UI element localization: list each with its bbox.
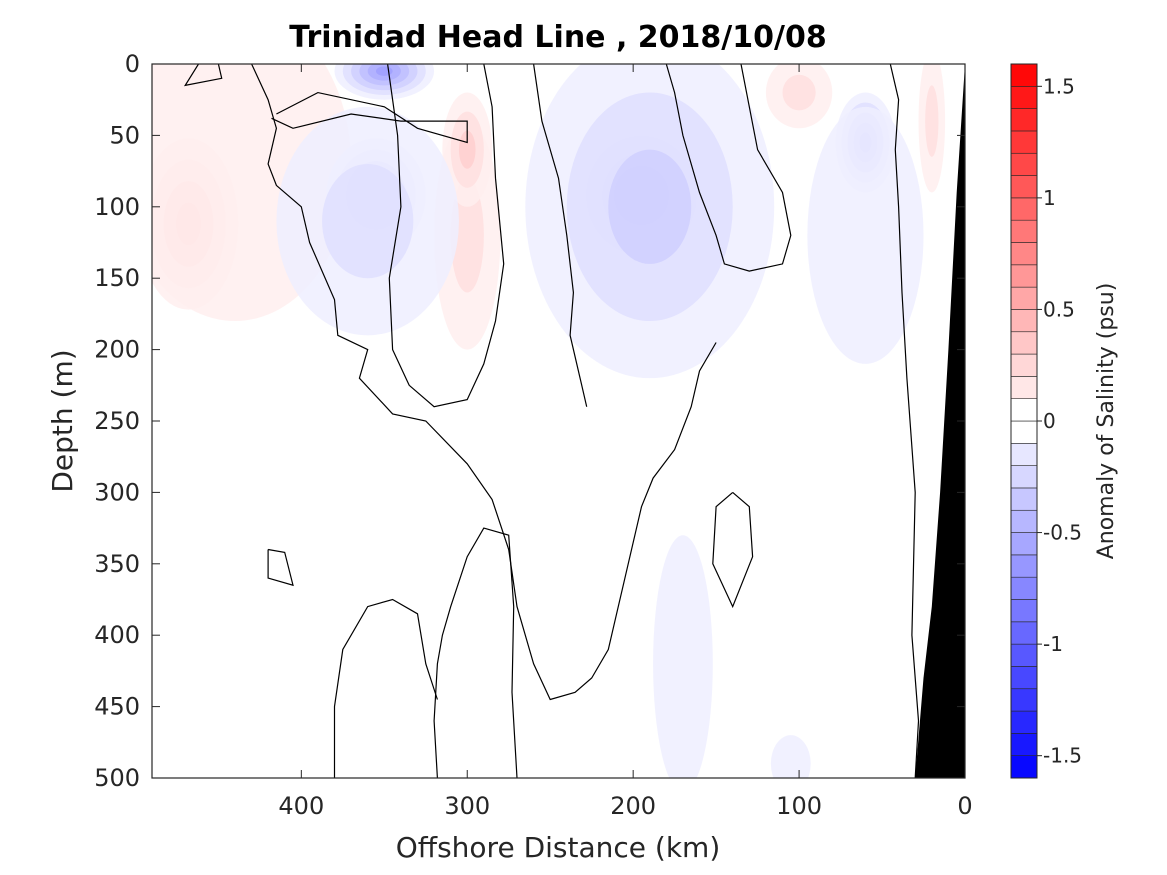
y-tick-label: 100	[94, 193, 140, 221]
colorbar-cell	[1011, 577, 1037, 599]
colorbar-tick-label: 0.5	[1043, 297, 1075, 321]
anomaly-feature-5	[919, 50, 946, 193]
colorbar-title: Anomaly of Salinity (psu)	[1094, 283, 1119, 560]
colorbar-cell	[1011, 689, 1037, 711]
colorbar-cell	[1011, 153, 1037, 175]
y-axis-title: Depth (m)	[46, 349, 79, 492]
anomaly-level	[653, 535, 713, 792]
colorbar-cell	[1011, 86, 1037, 108]
colorbar: 1.5 1 0.5 0 -0.5 -1 -1.5 Anomaly of Salinity (…	[1011, 64, 1119, 778]
anomaly-feature-8	[276, 107, 459, 335]
colorbar-cell	[1011, 555, 1037, 577]
anomaly-level	[376, 66, 393, 76]
colorbar-cell	[1011, 711, 1037, 733]
y-tick-label: 500	[94, 764, 140, 792]
anomaly-level	[925, 85, 938, 156]
x-tick-label: 300	[444, 792, 490, 820]
colorbar-cell	[1011, 176, 1037, 198]
colorbar-tick-label: -0.5	[1043, 521, 1082, 545]
anomaly-level	[807, 107, 923, 364]
colorbar-cell	[1011, 644, 1037, 666]
anomaly-feature-14	[771, 735, 811, 792]
y-tick-label: 400	[94, 621, 140, 649]
colorbar-cell	[1011, 287, 1037, 309]
colorbar-cell	[1011, 265, 1037, 287]
plot-area: 400 300 200 100 0 0 50 100 150 200 250 300 350 400 45…	[94, 7, 972, 820]
colorbar-ticks: 1.5 1 0.5 0 -0.5 -1 -1.5	[1037, 74, 1082, 767]
colorbar-tick-label: 0	[1043, 409, 1056, 433]
colorbar-cell	[1011, 756, 1037, 778]
colorbar-cell	[1011, 243, 1037, 265]
anomaly-level	[608, 150, 691, 264]
colorbar-cell	[1011, 354, 1037, 376]
y-tick-label: 200	[94, 336, 140, 364]
y-tick-label: 250	[94, 407, 140, 435]
x-tick-label: 100	[776, 792, 822, 820]
anomaly-level	[771, 735, 811, 792]
colorbar-cell	[1011, 510, 1037, 532]
colorbar-cell	[1011, 666, 1037, 688]
anomaly-level	[782, 75, 815, 111]
colorbar-cell	[1011, 220, 1037, 242]
y-tick-label: 0	[125, 50, 140, 78]
colorbar-cell	[1011, 376, 1037, 398]
colorbar-cell	[1011, 399, 1037, 421]
salinity-anomaly-chart: Trinidad Head Line , 2018/10/08 400 300 20…	[0, 0, 1167, 875]
colorbar-cell	[1011, 198, 1037, 220]
y-tick-label: 300	[94, 478, 140, 506]
colorbar-cell	[1011, 533, 1037, 555]
colorbar-cell	[1011, 488, 1037, 510]
colorbar-cell	[1011, 600, 1037, 622]
colorbar-tick-label: 1	[1043, 186, 1056, 210]
anomaly-feature-12	[807, 107, 923, 364]
colorbar-cells	[1011, 64, 1037, 778]
y-tick-label: 350	[94, 550, 140, 578]
colorbar-tick-label: 1.5	[1043, 74, 1075, 98]
colorbar-cell	[1011, 421, 1037, 443]
x-axis-title: Offshore Distance (km)	[396, 831, 721, 864]
chart-title: Trinidad Head Line , 2018/10/08	[289, 20, 826, 55]
colorbar-cell	[1011, 466, 1037, 488]
colorbar-tick-label: -1.5	[1043, 744, 1082, 768]
colorbar-cell	[1011, 109, 1037, 131]
x-tick-label: 0	[957, 792, 972, 820]
y-tick-label: 450	[94, 693, 140, 721]
y-tick-label: 50	[109, 121, 140, 149]
x-tick-label: 200	[610, 792, 656, 820]
colorbar-cell	[1011, 622, 1037, 644]
colorbar-cell	[1011, 64, 1037, 86]
colorbar-cell	[1011, 733, 1037, 755]
anomaly-feature-13	[653, 535, 713, 792]
colorbar-tick-label: -1	[1043, 632, 1063, 656]
x-tick-label: 400	[278, 792, 324, 820]
colorbar-cell	[1011, 309, 1037, 331]
colorbar-cell	[1011, 443, 1037, 465]
colorbar-cell	[1011, 131, 1037, 153]
colorbar-cell	[1011, 332, 1037, 354]
y-tick-label: 150	[94, 264, 140, 292]
